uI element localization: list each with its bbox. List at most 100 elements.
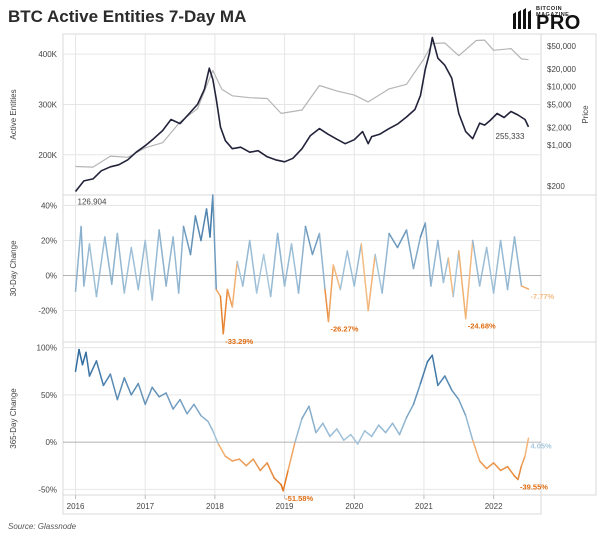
x-tick-label: 2020 (345, 502, 363, 511)
change-series-segment (329, 428, 338, 438)
change-series-segment (158, 229, 167, 287)
change-series-segment (478, 246, 488, 287)
change-series-segment (85, 351, 91, 377)
change-series-segment (238, 458, 248, 467)
y-right-tick-label: $20,000 (547, 65, 576, 74)
brand-logo: BITCOIN MAGAZINE PRO (512, 4, 594, 34)
change-series-segment (200, 414, 209, 423)
change-series-segment (499, 239, 509, 291)
change-series-segment (186, 403, 195, 415)
change-series-segment (273, 477, 282, 486)
change-series-segment (151, 386, 160, 398)
change-series-segment (245, 458, 254, 467)
change-series-segment (158, 392, 167, 398)
change-series-segment (282, 469, 289, 492)
change-series-segment (370, 424, 380, 438)
change-series-segment (315, 422, 324, 434)
change-series-segment (123, 246, 133, 294)
y-tick-label: -20% (38, 307, 57, 316)
change-series-segment (266, 462, 275, 479)
data-label: -26.27% (330, 324, 358, 333)
change-series-segment (353, 243, 362, 287)
y-right-tick-label: $200 (547, 182, 565, 191)
y-right-tick-label: $2,000 (547, 124, 572, 133)
change-series-segment (524, 437, 530, 458)
change-series-segment (81, 351, 87, 366)
change-series-segment (437, 375, 446, 387)
change-series-segment (471, 239, 481, 287)
change-series-segment (242, 239, 251, 287)
change-series-segment (179, 398, 188, 415)
change-series-segment (350, 433, 359, 445)
change-series-segment (165, 392, 174, 410)
change-series-segment (360, 243, 369, 312)
change-series-segment (193, 403, 202, 417)
change-series-segment (116, 377, 126, 401)
right-axis-frame (540, 341, 597, 496)
change-series-segment (426, 354, 434, 363)
change-series-segment (381, 232, 390, 294)
change-series-segment (339, 250, 349, 291)
change-series-segment (255, 253, 265, 294)
y-tick-label: 0% (45, 272, 57, 281)
change-series-segment (356, 430, 366, 445)
entities-series-line (74, 36, 530, 192)
change-series-segment (442, 257, 450, 284)
change-series-segment (283, 243, 293, 287)
change-series-segment (388, 232, 399, 249)
y-right-tick-label: $50,000 (547, 42, 576, 51)
change-series-segment (464, 239, 474, 320)
x-tick-label: 2019 (276, 502, 294, 511)
change-series-segment (104, 236, 113, 285)
change-series-segment (398, 416, 408, 436)
change-series-segment (451, 389, 460, 401)
change-series-segment (189, 215, 197, 256)
chart-title: BTC Active Entities 7-Day MA (8, 7, 247, 26)
change-series-segment (327, 264, 335, 323)
logo-big-text: PRO (536, 12, 581, 34)
data-label: -7.77% (530, 292, 554, 301)
change-series-segment (464, 414, 474, 441)
change-series-segment (207, 420, 214, 432)
change-series-segment (444, 375, 453, 391)
change-series-segment (95, 360, 105, 387)
change-series-segment (396, 229, 408, 249)
change-series-segment (308, 405, 317, 434)
change-series-segment (165, 236, 174, 287)
change-series-segment (262, 253, 272, 298)
change-series-segment (269, 232, 279, 298)
change-series-segment (506, 236, 516, 291)
change-series-segment (405, 403, 415, 419)
change-series-segment (194, 215, 202, 242)
x-tick-label: 2022 (485, 502, 503, 511)
change-series-segment (318, 232, 326, 291)
y-tick-label: -50% (38, 485, 57, 494)
change-series-segment (419, 361, 429, 385)
change-series-segment (492, 239, 502, 294)
x-tick-label: 2018 (206, 502, 224, 511)
y-axis-label: 365-Day Change (9, 388, 18, 449)
change-series-segment (231, 458, 241, 462)
change-series-segment (499, 465, 509, 472)
change-series-segment (447, 257, 454, 298)
panel-frame (62, 33, 542, 196)
change-series-segment (236, 260, 244, 287)
data-label: -39.55% (520, 482, 548, 491)
change-series-segment (226, 288, 234, 308)
y-right-tick-label: $1,000 (547, 141, 572, 150)
change-series-segment (224, 455, 234, 462)
y-tick-label: 50% (41, 391, 57, 400)
source-note: Source: Glassnode (8, 522, 77, 531)
change-series-segment (205, 208, 211, 238)
change-series-segment (377, 424, 387, 434)
change-series-segment (212, 194, 218, 291)
change-series-segment (520, 455, 526, 467)
change-series-segment (151, 229, 160, 301)
change-series-segment (130, 382, 140, 396)
y-tick-label: 20% (41, 237, 57, 246)
change-series-segment (116, 232, 126, 294)
change-series-segment (520, 285, 530, 290)
change-series-segment (424, 222, 432, 287)
change-series-segment (478, 460, 488, 470)
